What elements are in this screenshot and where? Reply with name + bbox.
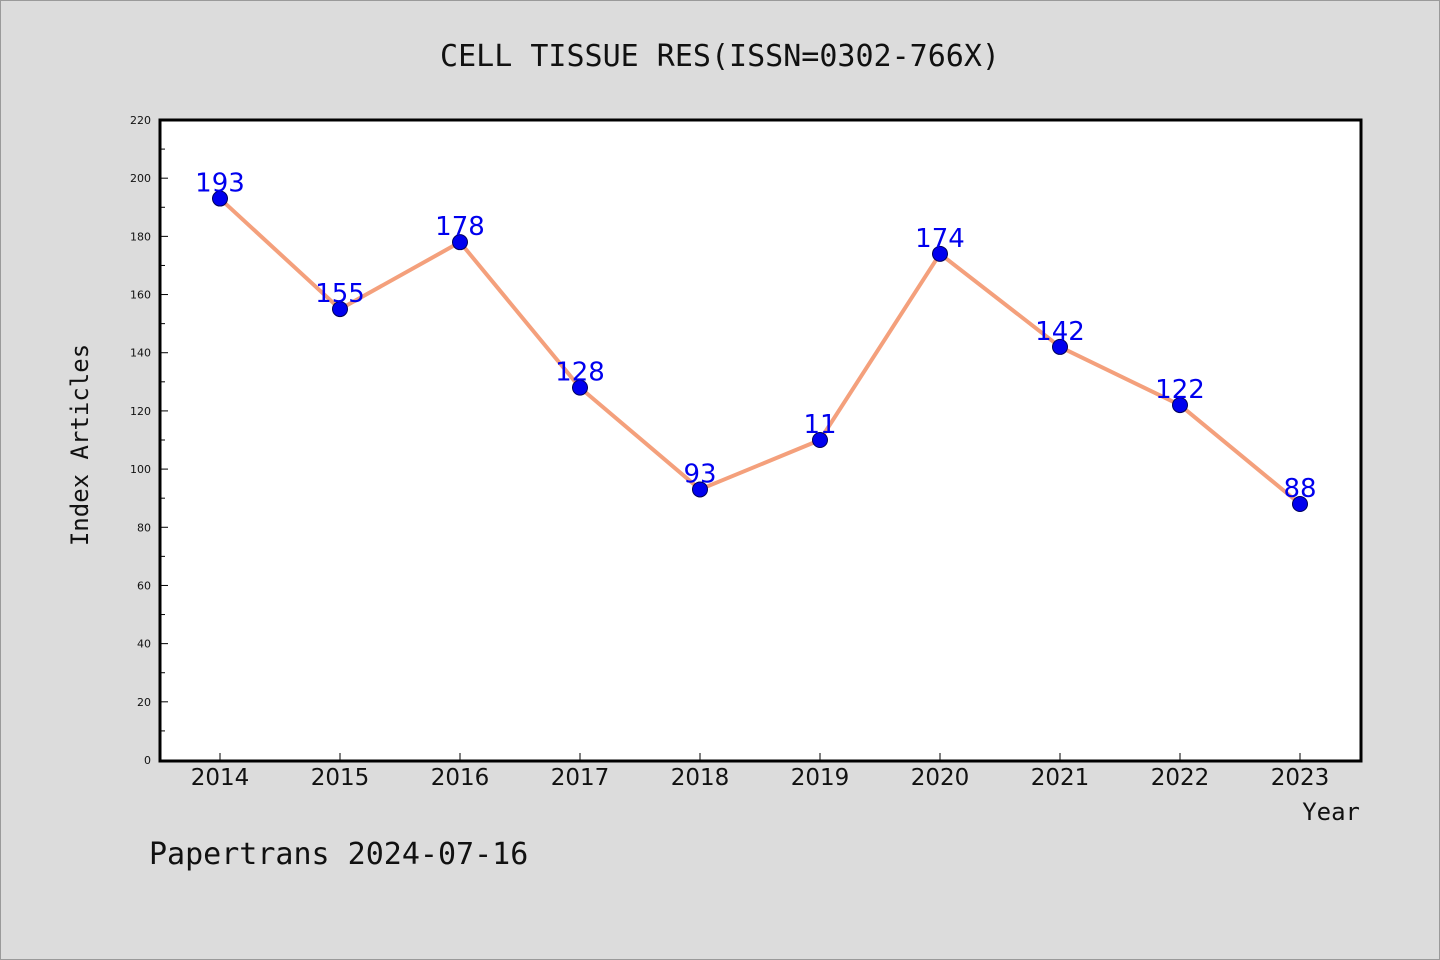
y-tick-label: 0	[144, 754, 151, 767]
y-tick-label: 160	[130, 289, 151, 302]
data-value-label: 155	[315, 279, 365, 309]
data-value-label: 88	[1283, 474, 1316, 504]
x-axis-title: Year	[1302, 798, 1360, 826]
data-value-label: 142	[1035, 317, 1085, 347]
footer-watermark: Papertrans 2024-07-16	[149, 837, 528, 872]
x-tick-label: 2018	[671, 765, 730, 791]
data-point-marker	[1292, 496, 1308, 512]
data-value-label: 11	[803, 410, 836, 440]
x-tick-label: 2015	[311, 765, 370, 791]
x-tick-label: 2016	[431, 765, 490, 791]
data-value-label: 178	[435, 212, 485, 242]
data-value-label: 128	[555, 358, 605, 388]
data-point-marker	[452, 234, 468, 251]
data-value-label: 93	[683, 459, 716, 489]
x-tick-label: 2022	[1151, 765, 1210, 791]
data-point-marker	[572, 379, 588, 396]
data-labels: 193 155 178 128 93 11 174 142 122 88	[195, 169, 1316, 504]
y-tick-label: 200	[130, 172, 151, 185]
y-tick-label: 180	[130, 230, 151, 243]
y-tick-label: 100	[130, 463, 151, 476]
data-point-marker	[932, 245, 948, 262]
y-tick-label: 220	[130, 114, 151, 127]
data-point-marker	[212, 190, 228, 207]
chart-title: CELL TISSUE RES(ISSN=0302-766X)	[440, 39, 1000, 74]
x-tick-label: 2017	[551, 765, 610, 791]
data-point-marker	[692, 481, 708, 498]
data-point-marker	[812, 432, 828, 448]
x-tick-label: 2020	[911, 765, 970, 791]
y-tick-label: 120	[130, 405, 151, 418]
data-point-marker	[1052, 338, 1068, 355]
x-tick-label: 2019	[791, 765, 850, 791]
series-line	[218, 196, 1302, 506]
x-tick-label: 2021	[1031, 765, 1090, 791]
y-tick-label: 140	[130, 347, 151, 360]
x-tick-label: 2014	[191, 765, 250, 791]
data-series	[212, 190, 1308, 512]
y-tick-label: 80	[137, 521, 151, 534]
data-point-marker	[1172, 397, 1188, 414]
y-tick-label: 40	[137, 638, 151, 651]
plot-area	[158, 118, 1363, 763]
y-axis: 0 20 40 60 80 100 120 140 160 180 200 220	[130, 114, 168, 767]
data-value-label: 174	[915, 224, 965, 254]
x-tick-label: 2023	[1271, 765, 1330, 791]
data-point-marker	[332, 301, 348, 318]
data-value-label: 122	[1155, 375, 1205, 405]
y-tick-label: 60	[137, 579, 151, 592]
y-axis-title: Index Articles	[66, 344, 94, 546]
y-tick-label: 20	[137, 696, 151, 709]
data-value-label: 193	[195, 169, 245, 199]
x-axis: 2014 2015 2016 2017 2018 2019 2020 2021 2022 2023	[191, 753, 1330, 791]
